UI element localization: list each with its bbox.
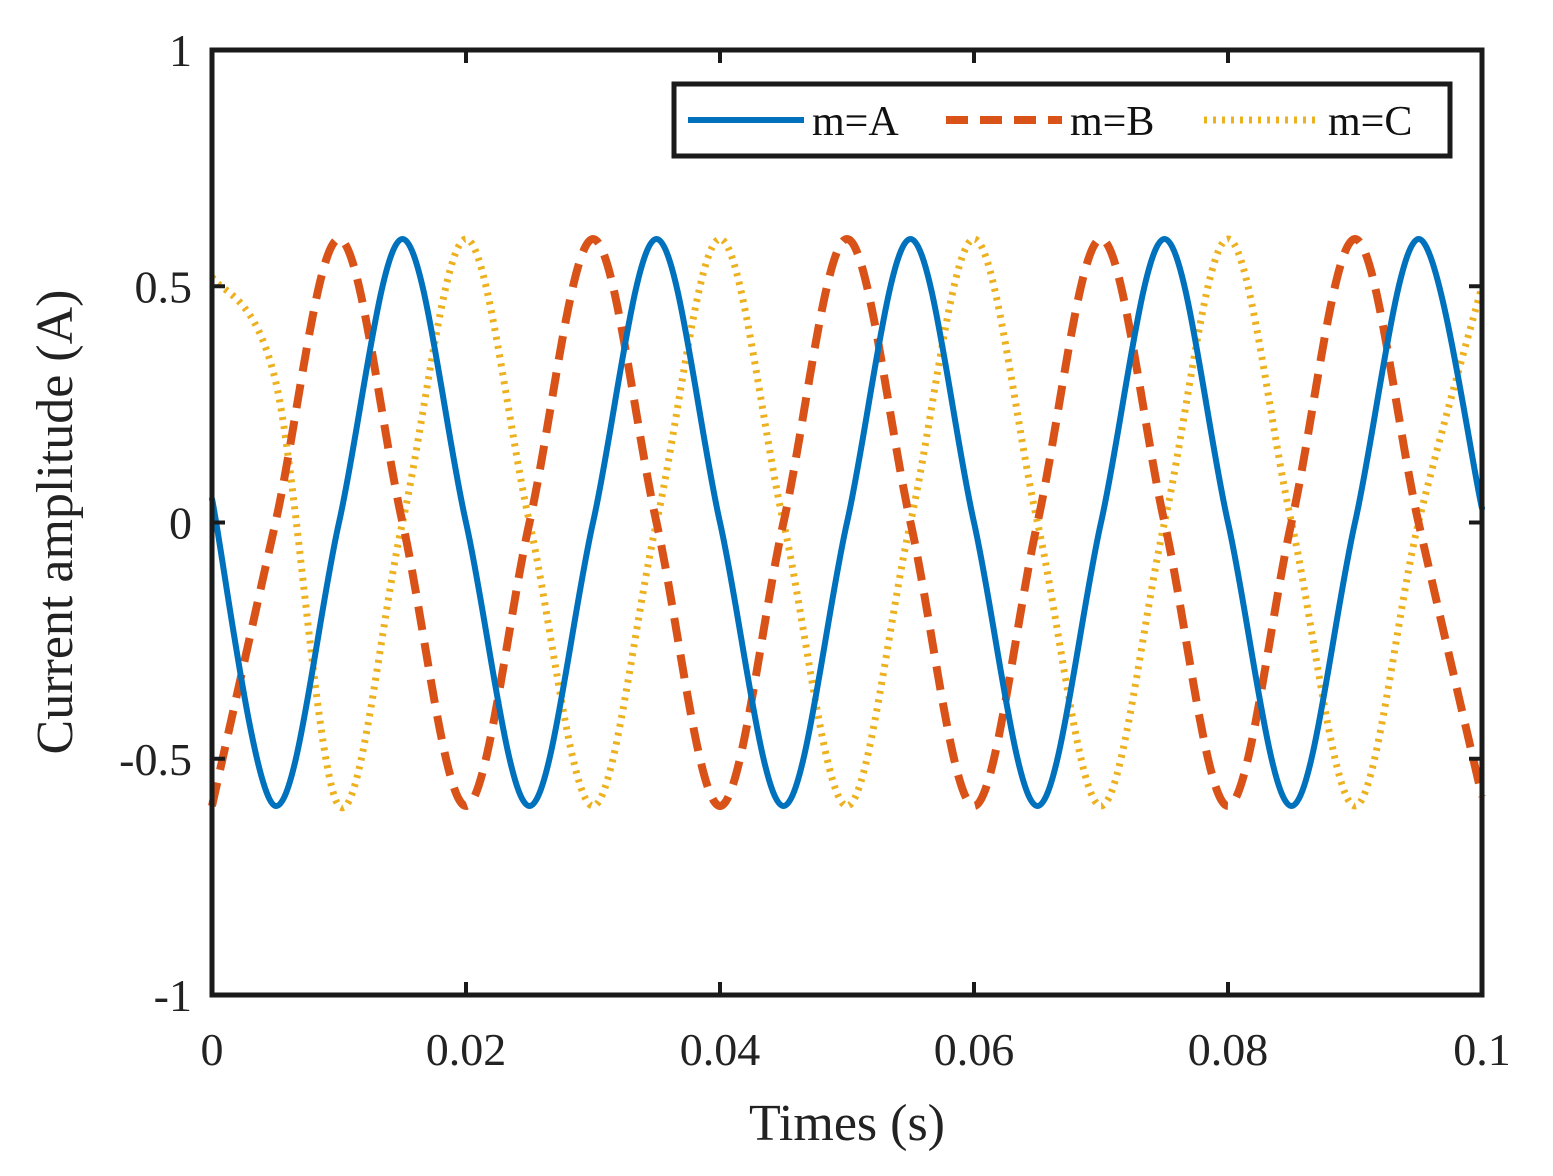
x-tick-label: 0.06 [934,1024,1015,1075]
x-tick-label: 0.02 [426,1024,507,1075]
x-tick-label: 0.04 [680,1024,761,1075]
x-tick-label: 0.08 [1188,1024,1269,1075]
y-tick-label: -0.5 [119,734,192,785]
x-axis-title: Times (s) [749,1095,945,1152]
series-line-m-c [209,235,1486,812]
legend-label-m-b: m=B [1070,99,1154,145]
y-tick-label: 0 [169,498,192,549]
x-tick-label: 0 [201,1024,224,1075]
series-line-m-b [208,235,1486,810]
series-layer [208,235,1486,812]
y-axis-title: Current amplitude (A) [27,290,84,755]
tick-layer: 0 0.02 0.04 0.06 0.08 0.1 -1 -0.5 0 0.5 1 [119,25,1511,1075]
y-tick-label: -1 [154,970,192,1021]
legend-label-m-a: m=A [812,99,899,145]
y-tick-label: 1 [169,25,192,76]
x-tick-label: 0.1 [1453,1024,1511,1075]
legend-label-m-c: m=C [1328,99,1412,145]
legend: m=A m=B m=C [671,81,1453,159]
y-tick-label: 0.5 [135,261,193,312]
series-line-m-a [209,236,1485,809]
